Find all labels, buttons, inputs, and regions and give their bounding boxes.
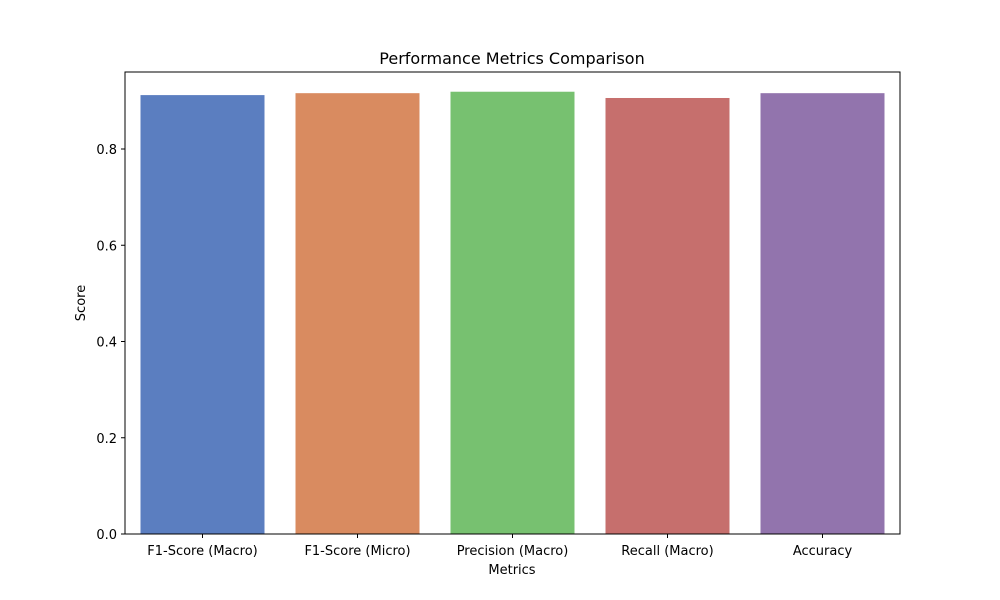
bars-group <box>140 91 885 535</box>
y-axis: 0.0 0.2 0.4 0.6 0.8 <box>96 143 125 543</box>
y-tick-label-4: 0.8 <box>96 143 117 158</box>
bar-2 <box>450 91 575 534</box>
x-axis-label: Metrics <box>488 563 535 578</box>
y-tick-label-0: 0.0 <box>96 528 117 543</box>
x-tick-label-4: Accuracy <box>793 544 853 559</box>
x-tick-label-0: F1-Score (Macro) <box>147 544 257 559</box>
chart-title: Performance Metrics Comparison <box>379 49 644 68</box>
bar-4 <box>760 93 885 535</box>
bar-0 <box>140 95 265 534</box>
x-tick-label-2: Precision (Macro) <box>457 544 569 559</box>
y-tick-label-2: 0.4 <box>96 336 117 351</box>
y-tick-label-1: 0.2 <box>96 432 117 447</box>
y-tick-label-3: 0.6 <box>96 239 117 254</box>
x-tick-label-1: F1-Score (Micro) <box>304 544 410 559</box>
x-axis: F1-Score (Macro) F1-Score (Micro) Precisio… <box>147 534 852 559</box>
bar-1 <box>295 93 420 535</box>
y-axis-label: Score <box>74 285 89 321</box>
bar-3 <box>605 97 730 535</box>
x-tick-label-3: Recall (Macro) <box>621 544 713 559</box>
